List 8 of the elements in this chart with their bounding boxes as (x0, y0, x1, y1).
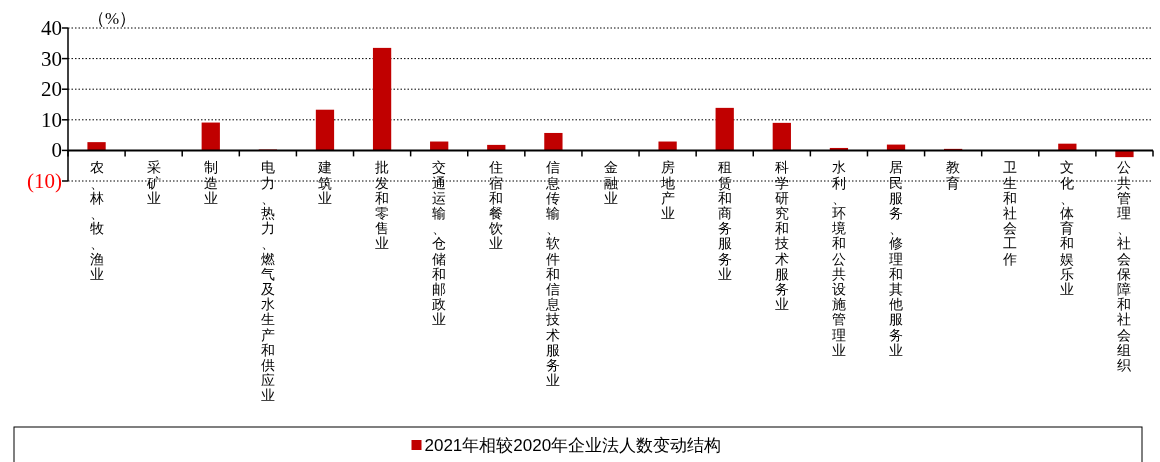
y-tick-label: 30 (41, 46, 62, 71)
y-tick-label: (10) (27, 169, 62, 193)
legend: 2021年相较2020年企业法人数变动结构 (411, 436, 722, 455)
y-axis-title: （%） (88, 9, 137, 28)
y-tick-label: 20 (41, 77, 62, 102)
y-tick-label: 40 (41, 16, 62, 40)
y-tick-label: 10 (41, 107, 62, 132)
y-tick-label: 0 (51, 138, 62, 163)
